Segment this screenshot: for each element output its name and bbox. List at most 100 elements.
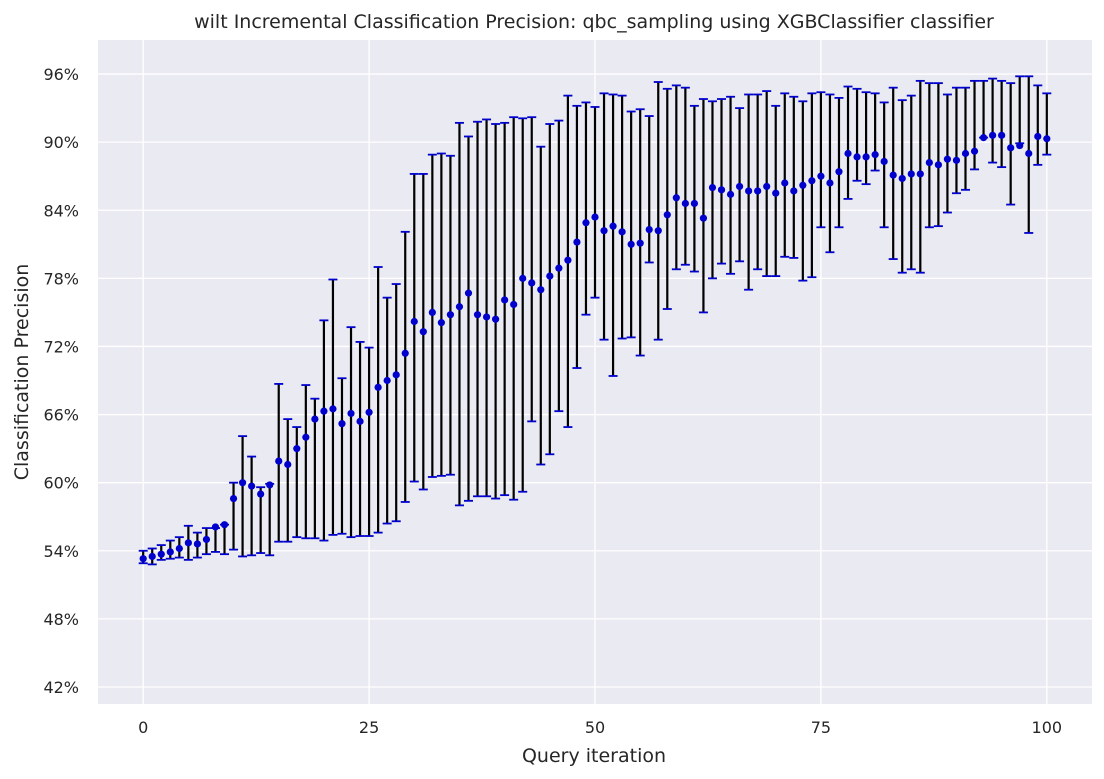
error-bar bbox=[680, 86, 690, 266]
error-bar bbox=[319, 319, 329, 542]
error-bar bbox=[1033, 84, 1043, 166]
data-point bbox=[229, 494, 238, 503]
data-point bbox=[961, 149, 970, 158]
y-tick-label: 66% bbox=[43, 406, 79, 425]
error-bar bbox=[635, 108, 645, 357]
data-point bbox=[1007, 144, 1015, 152]
error-bar bbox=[897, 99, 907, 274]
data-point bbox=[754, 187, 762, 195]
error-bar bbox=[337, 377, 347, 535]
data-point bbox=[365, 408, 373, 416]
x-tick-label: 0 bbox=[138, 718, 148, 737]
data-point bbox=[844, 149, 852, 158]
data-point bbox=[943, 155, 952, 163]
data-point bbox=[799, 181, 807, 189]
data-point bbox=[582, 219, 590, 227]
data-point bbox=[257, 490, 265, 498]
error-bar bbox=[717, 98, 727, 265]
error-bar bbox=[933, 82, 943, 228]
y-tick-label: 84% bbox=[43, 201, 79, 220]
error-bar bbox=[355, 341, 365, 537]
error-bar bbox=[852, 87, 862, 182]
data-point bbox=[410, 317, 418, 326]
error-bar bbox=[238, 435, 248, 558]
data-point bbox=[979, 134, 988, 142]
data-point bbox=[266, 481, 274, 489]
error-bar bbox=[491, 123, 501, 500]
data-point bbox=[510, 300, 518, 309]
error-bar bbox=[346, 326, 356, 539]
data-points bbox=[139, 131, 1051, 563]
error-bar bbox=[726, 95, 736, 275]
data-point bbox=[437, 319, 445, 327]
data-point bbox=[238, 479, 247, 487]
error-bar bbox=[373, 266, 383, 534]
data-point bbox=[916, 170, 924, 178]
data-point bbox=[139, 555, 147, 563]
data-point bbox=[609, 222, 617, 230]
y-tick-label: 60% bbox=[43, 474, 79, 493]
data-point bbox=[898, 174, 906, 183]
error-bar bbox=[698, 98, 708, 314]
error-bar bbox=[798, 100, 808, 282]
error-bar bbox=[463, 135, 473, 502]
data-point bbox=[428, 308, 436, 317]
error-bar bbox=[951, 86, 961, 195]
data-point bbox=[492, 315, 500, 323]
x-tick-label: 25 bbox=[359, 718, 379, 737]
error-bar bbox=[617, 94, 627, 340]
data-point bbox=[519, 274, 527, 282]
data-point bbox=[663, 211, 671, 219]
x-tick-label: 50 bbox=[585, 718, 605, 737]
y-tick-label: 78% bbox=[43, 269, 79, 288]
data-point bbox=[1034, 132, 1042, 141]
error-bar bbox=[509, 116, 519, 501]
error-bar bbox=[247, 455, 257, 557]
data-point bbox=[166, 548, 174, 556]
x-axis-ticks: 0 25 50 75 100 bbox=[138, 718, 1062, 737]
error-bar bbox=[924, 82, 934, 229]
x-tick-label: 100 bbox=[1032, 718, 1063, 737]
data-point bbox=[573, 238, 581, 246]
data-point bbox=[555, 264, 563, 272]
error-bar bbox=[473, 120, 483, 498]
error-bar bbox=[825, 93, 835, 254]
data-point bbox=[455, 303, 464, 311]
error-bar bbox=[518, 117, 528, 493]
data-point bbox=[952, 156, 961, 164]
error-bar bbox=[436, 152, 446, 477]
data-point bbox=[1016, 141, 1024, 150]
data-point bbox=[880, 157, 888, 166]
y-tick-label: 96% bbox=[43, 65, 79, 84]
data-point bbox=[645, 225, 653, 234]
data-point bbox=[817, 172, 825, 180]
data-point bbox=[184, 539, 192, 547]
data-point bbox=[699, 214, 708, 222]
error-bar bbox=[599, 92, 609, 341]
error-bar bbox=[807, 92, 817, 279]
error-bar bbox=[960, 86, 970, 191]
error-bar bbox=[689, 104, 699, 273]
data-point bbox=[790, 187, 798, 195]
error-bar bbox=[753, 93, 763, 271]
data-point bbox=[618, 228, 626, 236]
data-point bbox=[808, 177, 816, 185]
error-bar bbox=[789, 95, 799, 259]
data-point bbox=[835, 168, 843, 176]
error-bar bbox=[409, 173, 419, 483]
data-point bbox=[473, 311, 482, 319]
data-point bbox=[591, 213, 599, 221]
error-bar bbox=[997, 79, 1007, 169]
data-point bbox=[826, 179, 834, 187]
chart-title: wilt Incremental Classification Precisio… bbox=[194, 11, 994, 33]
data-point bbox=[193, 540, 201, 548]
y-tick-label: 42% bbox=[43, 678, 79, 697]
data-point bbox=[871, 151, 879, 159]
error-bar bbox=[816, 91, 826, 229]
error-bar bbox=[662, 87, 672, 310]
data-point bbox=[347, 409, 355, 418]
error-bar bbox=[382, 296, 392, 525]
data-point bbox=[284, 460, 292, 469]
data-point bbox=[970, 147, 979, 155]
